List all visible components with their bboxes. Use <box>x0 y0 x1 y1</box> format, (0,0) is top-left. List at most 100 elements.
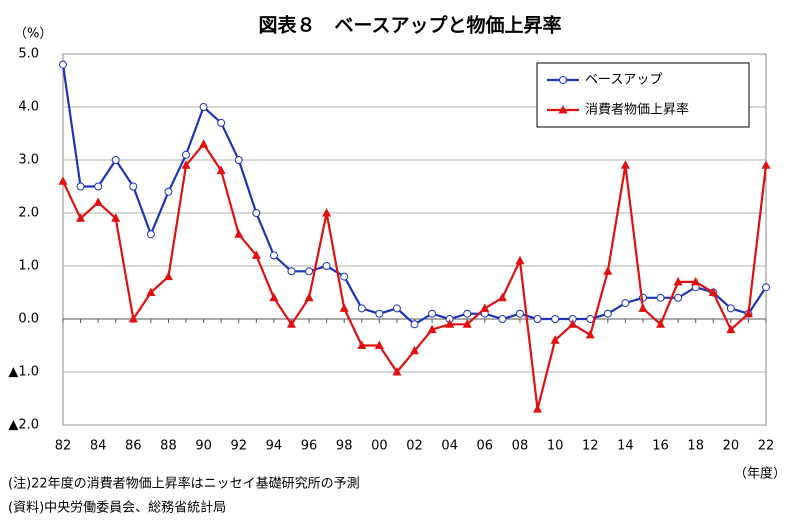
x-tick-label: 96 <box>301 439 318 454</box>
point <box>463 309 472 318</box>
point <box>146 287 156 296</box>
point <box>462 319 472 328</box>
point <box>234 229 244 238</box>
x-tick-label: 94 <box>266 439 283 454</box>
x-tick-label: 00 <box>371 439 388 454</box>
point <box>445 319 455 328</box>
x-tick-label: 86 <box>125 439 142 454</box>
point <box>357 340 367 349</box>
point <box>286 319 296 328</box>
x-tick-label: 90 <box>195 439 212 454</box>
point <box>181 160 191 169</box>
point <box>743 308 753 318</box>
point <box>305 267 314 276</box>
point <box>252 209 261 217</box>
x-tick-label: 82 <box>55 439 72 454</box>
point <box>59 60 67 69</box>
point <box>375 309 384 318</box>
point <box>533 404 543 413</box>
legend-box <box>536 62 750 128</box>
y-tick-label: ▲2.0 <box>8 418 39 433</box>
point <box>762 283 770 292</box>
y-tick-label: ▲1.0 <box>8 365 39 380</box>
x-unit: （年度） <box>734 466 786 482</box>
point <box>568 319 578 328</box>
point <box>322 208 332 217</box>
point <box>58 176 68 185</box>
point <box>620 160 630 169</box>
point <box>392 304 401 313</box>
legend-marker <box>558 105 568 114</box>
point <box>410 345 419 355</box>
point <box>182 150 191 159</box>
point <box>603 266 613 275</box>
point <box>374 340 384 349</box>
point <box>128 314 138 323</box>
point <box>691 276 701 286</box>
series <box>59 60 770 329</box>
point <box>480 303 490 312</box>
x-tick-label: 18 <box>687 439 704 454</box>
point <box>129 182 138 191</box>
point <box>146 230 155 239</box>
point <box>621 299 630 308</box>
point <box>216 165 226 175</box>
x-tick-label: 22 <box>758 439 775 454</box>
x-tick-label: 92 <box>230 439 247 454</box>
point <box>674 293 683 302</box>
legend-marker <box>559 76 567 84</box>
point <box>726 304 735 313</box>
x-tick-label: 16 <box>652 439 669 454</box>
point <box>251 250 261 259</box>
point <box>111 213 121 222</box>
point <box>638 303 648 312</box>
point <box>533 315 542 323</box>
point <box>726 324 736 334</box>
x-tick-label: 20 <box>723 439 740 454</box>
point <box>498 315 507 323</box>
point <box>357 304 366 313</box>
point <box>515 309 524 318</box>
note: (注)22年度の消費者物価上昇率はニッセイ基礎研究所の予測 <box>8 476 360 492</box>
point <box>586 315 595 323</box>
point <box>287 267 296 276</box>
x-tick-label: 14 <box>617 439 634 454</box>
point <box>410 320 419 329</box>
point <box>656 293 665 302</box>
point <box>497 292 507 302</box>
point <box>551 315 560 323</box>
x-tick-label: 04 <box>441 439 458 454</box>
x-tick-label: 88 <box>160 439 177 454</box>
point <box>515 255 525 265</box>
point <box>217 118 226 127</box>
x-tick-label: 84 <box>90 439 107 454</box>
point <box>269 292 279 302</box>
point <box>76 213 86 222</box>
point <box>164 187 173 196</box>
y-tick-label: 5.0 <box>18 47 39 62</box>
y-tick-label: 2.0 <box>18 206 39 221</box>
point <box>93 197 103 206</box>
x-tick-label: 08 <box>512 439 529 454</box>
x-tick-label: 10 <box>547 439 564 454</box>
x-tick-label: 02 <box>406 439 423 454</box>
legend-label: ベースアップ <box>585 73 662 88</box>
x-tick-label: 98 <box>336 439 353 454</box>
point <box>708 287 718 296</box>
legend-label: 消費者物価上昇率 <box>585 102 689 118</box>
point <box>340 272 349 281</box>
x-tick-label: 12 <box>582 439 599 454</box>
point <box>427 324 437 334</box>
point <box>339 303 349 312</box>
x-tick-label: 06 <box>477 439 494 454</box>
y-tick-label: 1.0 <box>18 259 39 274</box>
point <box>94 182 103 191</box>
point <box>304 292 314 302</box>
point <box>392 367 402 376</box>
point <box>550 335 560 344</box>
point <box>76 182 85 191</box>
point <box>199 103 208 111</box>
point <box>163 271 173 281</box>
point <box>322 262 331 270</box>
point <box>603 309 612 318</box>
